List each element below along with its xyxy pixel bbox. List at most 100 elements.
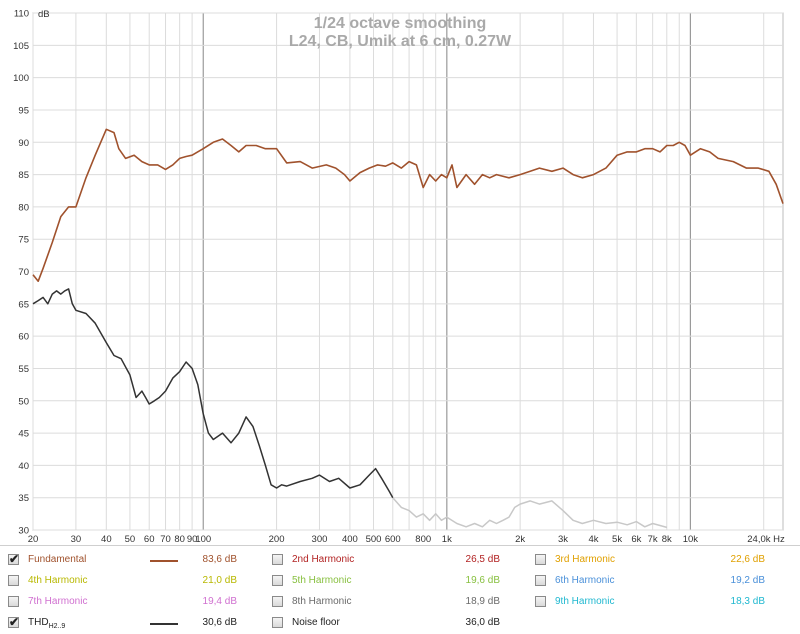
legend-label-text: 2nd Harmonic <box>292 554 355 565</box>
legend-value: 18,9 dB <box>465 596 500 607</box>
y-tick-label: 75 <box>18 235 29 246</box>
legend-value: 36,0 dB <box>465 617 500 628</box>
legend-value: 21,0 dB <box>202 575 237 586</box>
y-tick-label: 40 <box>18 461 29 472</box>
legend-checkbox[interactable] <box>8 575 19 586</box>
legend-checkbox[interactable] <box>272 575 283 586</box>
x-tick-label: 5k <box>612 534 622 545</box>
x-tick-label: 1k <box>442 534 452 545</box>
legend-label-text: 5th Harmonic <box>292 575 352 586</box>
legend-label-text: 3rd Harmonic <box>555 554 616 565</box>
x-tick-label: 800 <box>415 534 431 545</box>
chart-svg: 30 35 40 45 50 55 60 65 70 75 80 85 90 95 100 105 110 dB 2… <box>13 9 785 546</box>
series-line-0 <box>32 128 784 283</box>
y-tick-label: 100 <box>13 73 29 84</box>
checkmark-icon: ✔ <box>9 552 20 566</box>
legend-item: 3rd Harmonic 22,6 dB <box>535 552 795 570</box>
legend-label: 3rd Harmonic <box>555 554 615 565</box>
legend-label: 5th Harmonic <box>292 575 351 586</box>
legend-value: 22,6 dB <box>730 554 765 565</box>
x-tick-label: 600 <box>385 534 401 545</box>
x-tick-label: 80 <box>174 534 185 545</box>
chart-subtitle: L24, CB, Umik at 6 cm, 0.27W <box>289 33 512 50</box>
legend-item: 9th Harmonic 18,3 dB <box>535 594 795 612</box>
legend-label: 6th Harmonic <box>555 575 614 586</box>
x-tick-label: 70 <box>160 534 171 545</box>
legend-value: 18,3 dB <box>730 596 765 607</box>
x-tick-label: 50 <box>125 534 136 545</box>
y-tick-label: 65 <box>18 299 29 310</box>
x-tick-label: 2k <box>515 534 525 545</box>
y-tick-label: 95 <box>18 105 29 116</box>
legend-checkbox[interactable] <box>535 575 546 586</box>
legend-label-text: 4th Harmonic <box>28 575 88 586</box>
legend-checkbox[interactable] <box>535 596 546 607</box>
y-tick-label: 55 <box>18 364 29 375</box>
x-tick-label: 500 <box>366 534 382 545</box>
legend-checkbox[interactable] <box>272 596 283 607</box>
chart-title: 1/24 octave smoothing <box>314 15 487 32</box>
legend-value: 19,2 dB <box>730 575 765 586</box>
legend-item: ✔ Fundamental 83,6 dB <box>8 552 268 570</box>
legend-label: 4th Harmonic <box>28 575 87 586</box>
x-tick-label: 30 <box>71 534 82 545</box>
legend-item: 6th Harmonic 19,2 dB <box>535 573 795 591</box>
x-tick-label: 4k <box>588 534 598 545</box>
x-tick-label: 3k <box>558 534 568 545</box>
x-tick-label: 200 <box>269 534 285 545</box>
legend-label: 8th Harmonic <box>292 596 351 607</box>
legend-checkbox[interactable] <box>535 554 546 565</box>
legend-checkbox[interactable]: ✔ <box>8 552 20 566</box>
y-tick-label: 35 <box>18 493 29 504</box>
x-tick-label: 10k <box>683 534 699 545</box>
legend-item: 8th Harmonic 18,9 dB <box>272 594 532 612</box>
x-tick-label: 60 <box>144 534 155 545</box>
legend-item: 5th Harmonic 19,6 dB <box>272 573 532 591</box>
x-tick-label: 6k <box>631 534 641 545</box>
legend-value: 19,4 dB <box>202 596 237 607</box>
legend-label: THDH2..9 <box>28 617 65 630</box>
x-tick-label: 8k <box>662 534 672 545</box>
y-axis-label: dB <box>38 9 50 20</box>
y-tick-label: 105 <box>13 41 29 52</box>
x-tick-label: 20 <box>28 534 39 545</box>
legend-swatch <box>150 560 178 562</box>
legend-label-text: 6th Harmonic <box>555 575 615 586</box>
y-tick-label: 50 <box>18 396 29 407</box>
y-tick-label: 110 <box>14 9 29 20</box>
legend-value: 83,6 dB <box>202 554 237 565</box>
y-tick-label: 45 <box>18 429 29 440</box>
legend-value: 30,6 dB <box>202 617 237 628</box>
legend-label-text: 8th Harmonic <box>292 596 352 607</box>
legend-swatch <box>150 623 178 625</box>
legend-item: 7th Harmonic 19,4 dB <box>8 594 268 612</box>
y-tick-label: 90 <box>18 138 29 149</box>
legend-label: 9th Harmonic <box>555 596 614 607</box>
x-tick-label: 90 <box>187 534 198 545</box>
legend-label-text: 7th Harmonic <box>28 596 88 607</box>
y-tick-label: 85 <box>18 170 29 181</box>
x-tick-label: 100 <box>195 534 211 545</box>
legend-label-text: Noise floor <box>292 617 340 628</box>
series-line-1 <box>32 288 394 499</box>
series-line-2 <box>392 497 668 529</box>
legend-checkbox[interactable] <box>272 617 283 628</box>
x-tick-label: 40 <box>101 534 112 545</box>
legend-label-text: 9th Harmonic <box>555 596 615 607</box>
frequency-response-chart: 30 35 40 45 50 55 60 65 70 75 80 85 90 95 100 105 110 dB 2… <box>13 9 785 546</box>
y-tick-label: 60 <box>18 332 29 343</box>
legend-label-text: Fundamental <box>28 554 87 565</box>
legend-checkbox[interactable] <box>272 554 283 565</box>
legend-item: ✔ THDH2..9 30,6 dB <box>8 615 268 633</box>
legend-checkbox[interactable] <box>8 596 19 607</box>
x-tick-label: 24,0k Hz <box>747 534 785 545</box>
legend-checkbox[interactable]: ✔ <box>8 615 19 629</box>
legend-label-text: THD <box>28 617 49 628</box>
legend-value: 26,5 dB <box>465 554 500 565</box>
y-tick-label: 80 <box>18 202 29 213</box>
legend-item: 4th Harmonic 21,0 dB <box>8 573 268 591</box>
legend-item: 2nd Harmonic 26,5 dB <box>272 552 532 570</box>
legend-label: Fundamental <box>28 554 86 565</box>
legend-value: 19,6 dB <box>465 575 500 586</box>
legend-label: 7th Harmonic <box>28 596 87 607</box>
